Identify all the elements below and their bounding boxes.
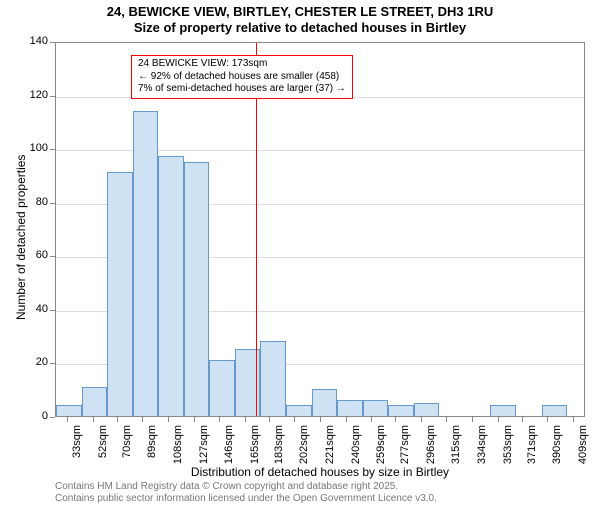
histogram-bar bbox=[542, 405, 568, 416]
y-tick bbox=[50, 96, 55, 97]
x-tick bbox=[67, 417, 68, 422]
histogram-bar bbox=[209, 360, 235, 416]
x-tick bbox=[346, 417, 347, 422]
y-tick-label: 40 bbox=[18, 303, 48, 315]
y-tick-label: 20 bbox=[18, 356, 48, 368]
x-tick bbox=[371, 417, 372, 422]
x-tick-label: 334sqm bbox=[476, 425, 488, 465]
x-tick bbox=[498, 417, 499, 422]
y-axis-label: Number of detached properties bbox=[14, 154, 28, 319]
x-tick bbox=[142, 417, 143, 422]
x-tick bbox=[446, 417, 447, 422]
x-tick-label: 353sqm bbox=[502, 425, 514, 465]
y-tick-label: 0 bbox=[18, 410, 48, 422]
y-tick-label: 140 bbox=[18, 35, 48, 47]
x-tick bbox=[573, 417, 574, 422]
x-tick bbox=[522, 417, 523, 422]
histogram-bar bbox=[107, 172, 133, 416]
x-tick-label: 315sqm bbox=[450, 425, 462, 465]
x-tick-label: 277sqm bbox=[399, 425, 411, 465]
x-tick-label: 127sqm bbox=[198, 425, 210, 465]
histogram-bar bbox=[260, 341, 286, 416]
x-tick bbox=[245, 417, 246, 422]
x-tick-label: 409sqm bbox=[577, 425, 589, 465]
x-tick-label: 165sqm bbox=[249, 425, 261, 465]
histogram-bar bbox=[312, 389, 338, 416]
x-axis-label: Distribution of detached houses by size … bbox=[55, 465, 585, 479]
histogram-bar bbox=[286, 405, 312, 416]
y-tick bbox=[50, 42, 55, 43]
x-tick-label: 89sqm bbox=[146, 425, 158, 465]
x-tick-label: 371sqm bbox=[526, 425, 538, 465]
histogram-bar bbox=[363, 400, 389, 416]
x-tick-label: 183sqm bbox=[273, 425, 285, 465]
histogram-bar bbox=[133, 111, 159, 416]
histogram-bar bbox=[414, 403, 440, 416]
x-tick bbox=[395, 417, 396, 422]
x-tick-label: 240sqm bbox=[350, 425, 362, 465]
histogram-bar bbox=[184, 162, 210, 416]
chart-container: 24, BEWICKE VIEW, BIRTLEY, CHESTER LE ST… bbox=[0, 0, 600, 500]
x-tick-label: 221sqm bbox=[324, 425, 336, 465]
histogram-bar bbox=[56, 405, 82, 416]
x-tick bbox=[547, 417, 548, 422]
annotation-line-3: 7% of semi-detached houses are larger (3… bbox=[138, 83, 346, 96]
x-tick-label: 146sqm bbox=[223, 425, 235, 465]
reference-line bbox=[256, 43, 257, 416]
histogram-bar bbox=[388, 405, 414, 416]
y-tick-label: 120 bbox=[18, 89, 48, 101]
y-tick bbox=[50, 417, 55, 418]
x-tick bbox=[168, 417, 169, 422]
x-tick bbox=[294, 417, 295, 422]
y-tick-label: 60 bbox=[18, 249, 48, 261]
x-tick-label: 259sqm bbox=[375, 425, 387, 465]
title-line-2: Size of property relative to detached ho… bbox=[0, 20, 600, 36]
x-tick bbox=[269, 417, 270, 422]
attribution-footer: Contains HM Land Registry data © Crown c… bbox=[55, 481, 437, 505]
x-tick bbox=[93, 417, 94, 422]
histogram-bar bbox=[490, 405, 516, 416]
x-tick bbox=[421, 417, 422, 422]
histogram-bar bbox=[158, 156, 184, 416]
y-tick bbox=[50, 363, 55, 364]
x-tick-label: 108sqm bbox=[172, 425, 184, 465]
x-tick-label: 296sqm bbox=[425, 425, 437, 465]
annotation-line-2: ← 92% of detached houses are smaller (45… bbox=[138, 71, 346, 84]
x-tick-label: 390sqm bbox=[551, 425, 563, 465]
annotation-box: 24 BEWICKE VIEW: 173sqm ← 92% of detache… bbox=[131, 55, 353, 99]
x-tick bbox=[219, 417, 220, 422]
chart-plot-area: 24 BEWICKE VIEW: 173sqm ← 92% of detache… bbox=[55, 42, 585, 417]
y-tick-label: 80 bbox=[18, 196, 48, 208]
x-tick bbox=[117, 417, 118, 422]
x-tick bbox=[320, 417, 321, 422]
histogram-bar bbox=[337, 400, 363, 416]
y-tick bbox=[50, 256, 55, 257]
annotation-line-1: 24 BEWICKE VIEW: 173sqm bbox=[138, 58, 346, 71]
x-tick-label: 202sqm bbox=[298, 425, 310, 465]
x-tick bbox=[472, 417, 473, 422]
footer-line-1: Contains HM Land Registry data © Crown c… bbox=[55, 481, 437, 493]
histogram-bar bbox=[82, 387, 108, 416]
footer-line-2: Contains public sector information licen… bbox=[55, 493, 437, 505]
y-tick bbox=[50, 149, 55, 150]
y-tick bbox=[50, 310, 55, 311]
title-block: 24, BEWICKE VIEW, BIRTLEY, CHESTER LE ST… bbox=[0, 0, 600, 37]
x-tick-label: 33sqm bbox=[71, 425, 83, 465]
title-line-1: 24, BEWICKE VIEW, BIRTLEY, CHESTER LE ST… bbox=[0, 4, 600, 20]
x-tick bbox=[194, 417, 195, 422]
x-tick-label: 52sqm bbox=[97, 425, 109, 465]
y-tick-label: 100 bbox=[18, 142, 48, 154]
y-tick bbox=[50, 203, 55, 204]
x-tick-label: 70sqm bbox=[121, 425, 133, 465]
